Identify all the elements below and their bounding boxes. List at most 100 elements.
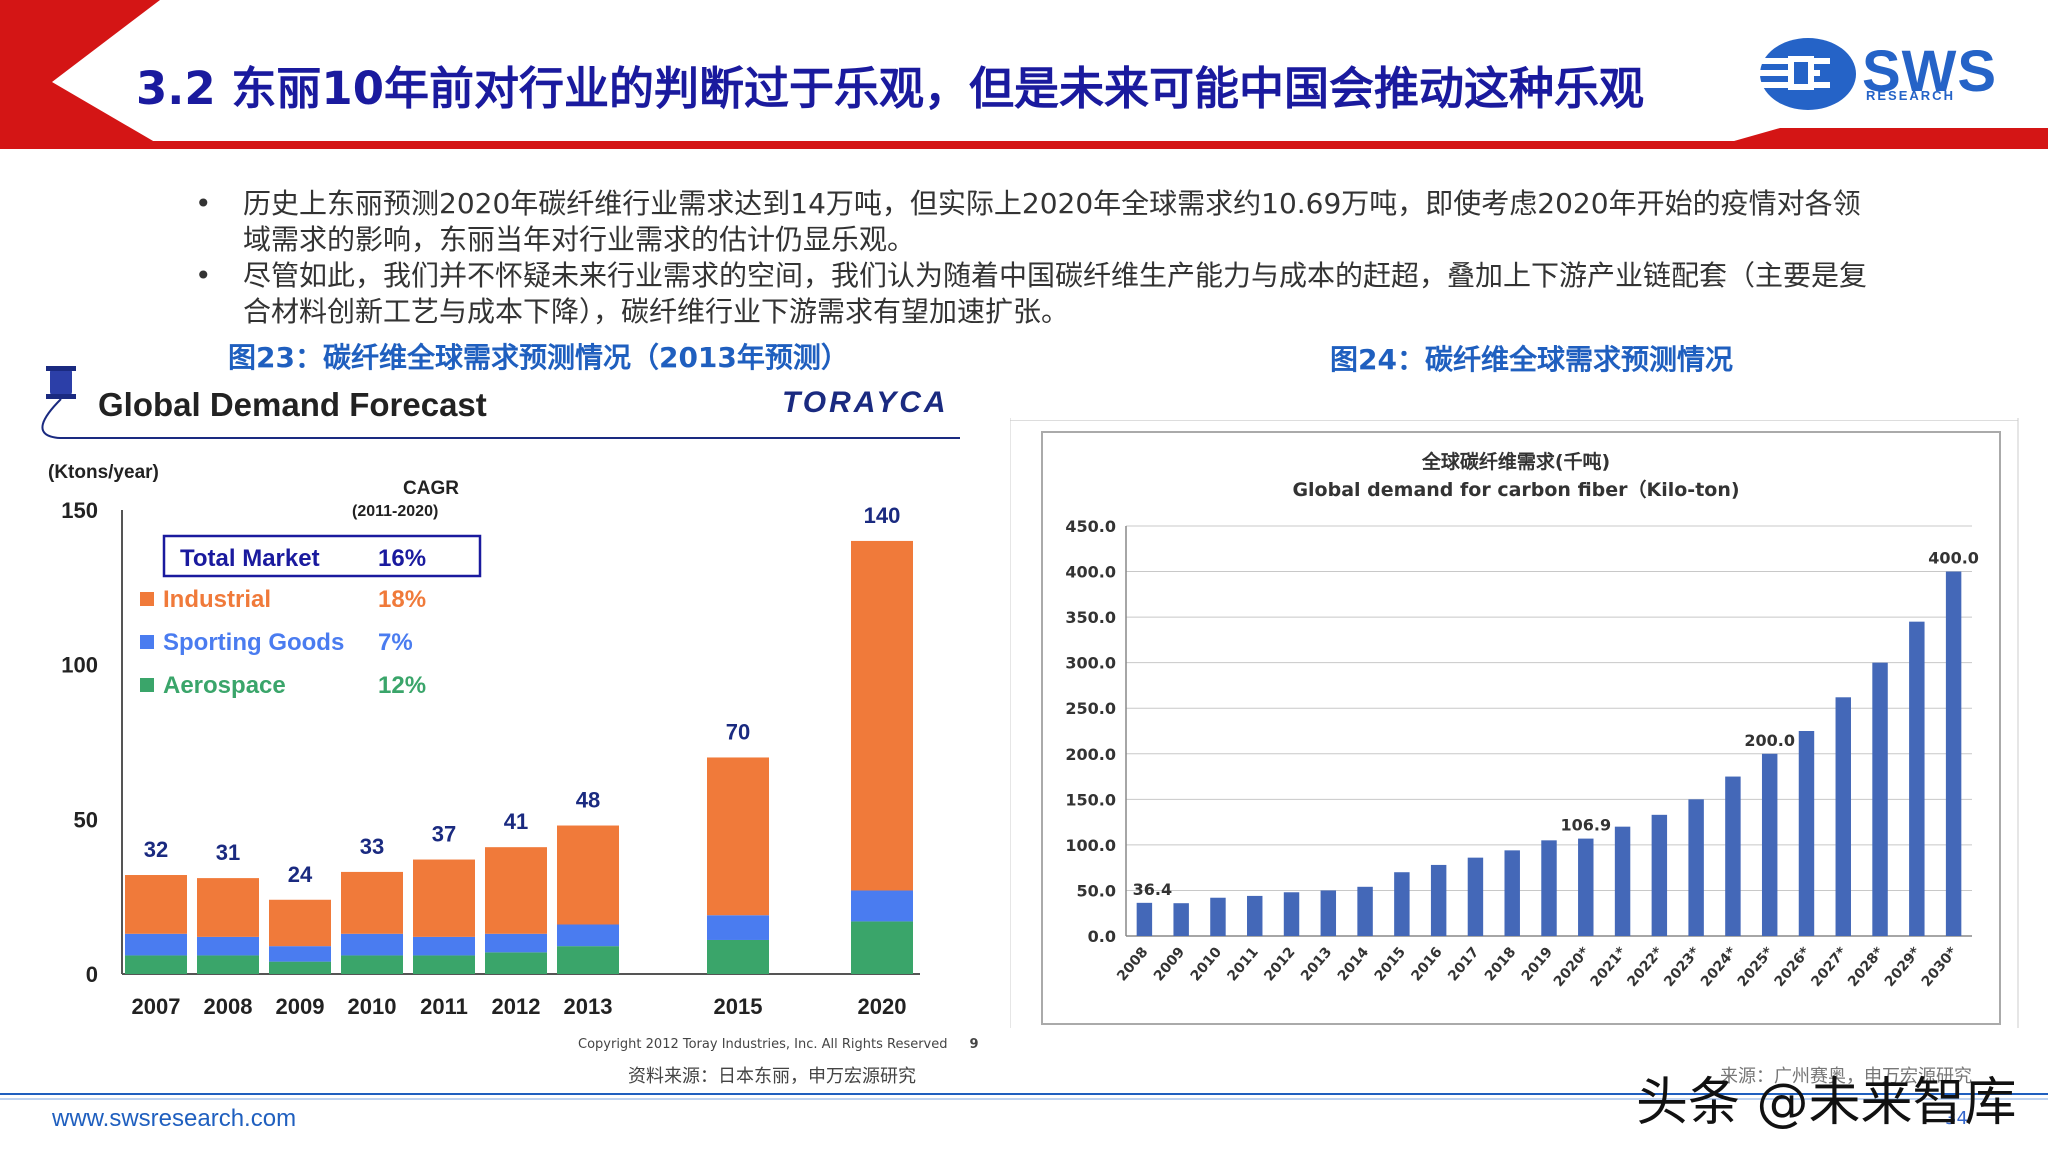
chart-legend: Total Market 16% Industrial 18% Sporting Goo… [140,545,426,699]
cagr-title: CAGR [403,478,459,499]
legend-label: Aerospace [163,672,286,699]
bar-segment-sporting-goods [485,933,547,953]
x-tick-label: 2008 [204,994,253,1019]
bullet-list: • 历史上东丽预测2020年碳纤维行业需求达到14万吨，但实际上2020年全球需… [195,186,1875,330]
bar-total-label: 41 [504,809,528,834]
bar-segment-aerospace [851,921,913,974]
x-tick-label: 2007 [132,994,181,1019]
bar-segment-aerospace [557,946,619,974]
bar [1504,850,1520,936]
bar [1173,903,1189,936]
x-tick-label: 2013 [564,994,613,1019]
bar-value-label: 36.4 [1133,880,1172,899]
bar-segment-industrial [413,859,475,937]
y-tick-label: 200.0 [1065,745,1116,764]
bar-total-label: 48 [576,788,600,813]
bar-value-label: 200.0 [1744,731,1795,750]
bar-segment-aerospace [125,955,187,974]
bar-value-label: 400.0 [1928,549,1979,568]
y-tick-label: 50 [74,807,98,832]
y-tick-label: 100.0 [1065,836,1116,855]
bullet-symbol: • [195,187,212,220]
bar-total-label: 31 [216,840,240,865]
bar-total-label: 140 [864,503,901,528]
bar [1651,814,1668,936]
chart-title: Global Demand Forecast [98,386,487,423]
bar [1945,571,1962,936]
logo-text: SWS [1862,39,1998,104]
bar [1761,753,1778,936]
bar-segment-industrial [851,540,913,891]
bullet-item: • 尽管如此，我们并不怀疑未来行业需求的空间，我们认为随着中国碳纤维生产能力与成… [195,258,1875,330]
bar-total-label: 33 [360,834,384,859]
bar [1798,731,1815,936]
page-title: 3.2 东丽10年前对行业的判断过于乐观，但是未来可能中国会推动这种乐观 [136,62,1645,115]
bar [1136,902,1153,936]
legend-cagr: 16% [378,545,426,572]
watermark: 头条 @未来智库 [1636,1073,2017,1133]
bar-value-label: 106.9 [1560,816,1611,835]
bar [1430,864,1447,936]
y-tick-label: 0.0 [1088,927,1116,946]
bar [1357,886,1373,936]
bar [1210,897,1226,936]
y-tick-label: 250.0 [1065,699,1116,718]
bar-total-label: 37 [432,822,456,847]
cagr-period: (2011-2020) [352,503,438,520]
source-right: 来源：广州赛奥，申万宏源研究 [1720,1066,1972,1087]
bar-segment-industrial [557,825,619,925]
bar-segment-sporting-goods [851,890,913,922]
bar-segment-aerospace [341,955,403,974]
y-tick-label: 350.0 [1065,608,1116,627]
bar-segment-sporting-goods [707,915,769,940]
bar [1578,838,1594,936]
bar-segment-industrial [341,871,403,934]
bar-total-label: 24 [288,862,313,887]
bar-segment-aerospace [707,939,769,974]
chart-divider [1010,420,2018,421]
bar-segment-aerospace [413,955,475,974]
chart-subtitle: Global demand for carbon fiber（Kilo-ton) [1292,478,1739,501]
global-demand-chart: 全球碳纤维需求(千吨) Global demand for carbon fib… [1010,418,2019,1028]
bullet-symbol: • [195,259,212,292]
website-link[interactable]: www.swsresearch.com [52,1105,297,1132]
x-tick-label: 2010 [348,994,397,1019]
bullet-text: 历史上东丽预测2020年碳纤维行业需求达到14万吨，但实际上2020年全球需求约… [243,187,1861,256]
y-tick-label: 400.0 [1065,563,1116,582]
figure-caption-right: 图24：碳纤维全球需求预测情况 [1330,343,1733,376]
bar [1541,840,1557,936]
logo-subtext: RESEARCH [1866,88,1955,103]
y-tick-label: 100 [61,653,98,678]
sws-logo-icon [1760,38,1856,110]
total-market-box [162,534,482,578]
bar-segment-industrial [485,847,547,934]
x-tick-label: 2009 [276,994,325,1019]
copyright-text: Copyright 2012 Toray Industries, Inc. Al… [578,1037,979,1052]
bar [1725,776,1741,936]
bar-total-label: 70 [726,719,750,744]
bar-segment-sporting-goods [197,936,259,956]
header-rule-accent [1720,128,2048,145]
bullet-item: • 历史上东丽预测2020年碳纤维行业需求达到14万吨，但实际上2020年全球需… [195,186,1875,258]
bar-segment-industrial [197,878,259,937]
x-tick-label: 2020 [858,994,907,1019]
legend-swatch [140,635,154,649]
header-decoration [0,0,2048,149]
y-tick-label: 300.0 [1065,654,1116,673]
page-number: 34 [1945,1108,1968,1129]
bar [1320,890,1337,936]
y-tick-label: 150.0 [1065,790,1116,809]
figure-caption-left: 图23：碳纤维全球需求预测情况（2013年预测） [228,341,849,374]
bar-segment-industrial [125,875,187,934]
bar-segment-aerospace [197,955,259,974]
red-chevron [0,0,160,145]
y-tick-label: 50.0 [1077,881,1116,900]
bar [1394,872,1410,936]
bar-segment-sporting-goods [413,936,475,956]
toray-logo-text: TORAYCA [782,386,949,419]
bar-segment-industrial [269,899,331,947]
y-tick-label: 450.0 [1065,517,1116,536]
legend-label: Total Market [180,545,320,572]
legend-cagr: 7% [378,629,413,656]
copyright-line: Copyright 2012 Toray Industries, Inc. Al… [578,1037,948,1052]
